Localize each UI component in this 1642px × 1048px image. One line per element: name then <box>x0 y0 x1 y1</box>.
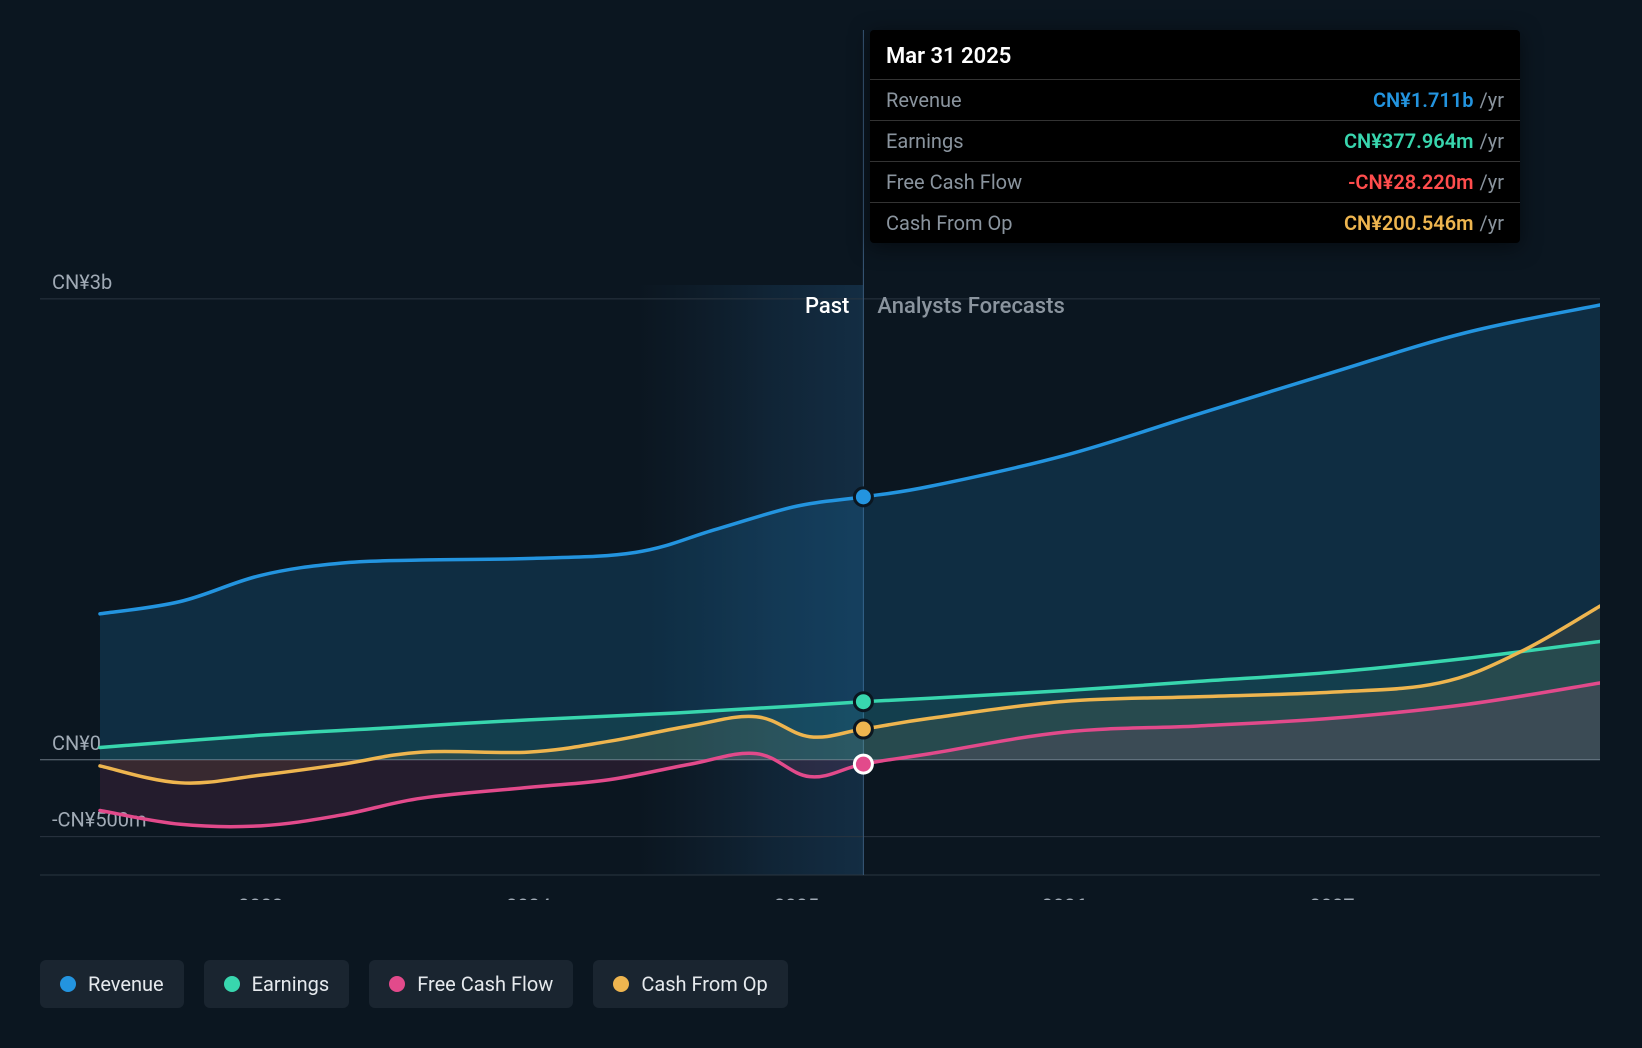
tooltip-key: Free Cash Flow <box>886 170 1022 194</box>
tooltip-value: CN¥1.711b/yr <box>1373 88 1504 112</box>
chart-tooltip: Mar 31 2025 Revenue CN¥1.711b/yr Earnings C… <box>870 30 1520 243</box>
x-axis-label: 2026 <box>1042 894 1087 900</box>
tooltip-row: Free Cash Flow -CN¥28.220m/yr <box>870 162 1520 203</box>
region-past-label: Past <box>805 294 849 319</box>
x-axis-label: 2023 <box>238 894 283 900</box>
legend-item-earnings[interactable]: Earnings <box>204 960 350 1008</box>
series-marker-free_cash_flow <box>854 755 872 773</box>
tooltip-date: Mar 31 2025 <box>870 30 1520 80</box>
tooltip-value: CN¥200.546m/yr <box>1344 211 1504 235</box>
tooltip-value: -CN¥28.220m/yr <box>1348 170 1504 194</box>
tooltip-row: Revenue CN¥1.711b/yr <box>870 80 1520 121</box>
legend-label: Revenue <box>88 972 164 996</box>
legend-dot <box>389 976 405 992</box>
series-marker-revenue <box>854 488 872 506</box>
y-axis-label: CN¥0 <box>52 731 101 755</box>
series-marker-earnings <box>854 693 872 711</box>
legend-dot <box>60 976 76 992</box>
legend-label: Earnings <box>252 972 330 996</box>
legend-label: Cash From Op <box>641 972 767 996</box>
tooltip-key: Earnings <box>886 129 964 153</box>
legend-item-free-cash-flow[interactable]: Free Cash Flow <box>369 960 573 1008</box>
tooltip-value: CN¥377.964m/yr <box>1344 129 1504 153</box>
y-axis-label: CN¥3b <box>52 270 112 294</box>
region-forecast-label: Analysts Forecasts <box>877 294 1064 319</box>
x-axis-label: 2024 <box>506 894 551 900</box>
legend-dot <box>224 976 240 992</box>
chart-legend: Revenue Earnings Free Cash Flow Cash From O… <box>40 960 788 1008</box>
series-marker-cash_from_op <box>854 720 872 738</box>
x-axis-label: 2027 <box>1310 894 1355 900</box>
x-axis-label: 2025 <box>774 894 819 900</box>
tooltip-row: Cash From Op CN¥200.546m/yr <box>870 203 1520 243</box>
tooltip-key: Cash From Op <box>886 211 1012 235</box>
tooltip-row: Earnings CN¥377.964m/yr <box>870 121 1520 162</box>
legend-label: Free Cash Flow <box>417 972 553 996</box>
legend-item-cash-from-op[interactable]: Cash From Op <box>593 960 787 1008</box>
legend-item-revenue[interactable]: Revenue <box>40 960 184 1008</box>
legend-dot <box>613 976 629 992</box>
tooltip-key: Revenue <box>886 88 962 112</box>
